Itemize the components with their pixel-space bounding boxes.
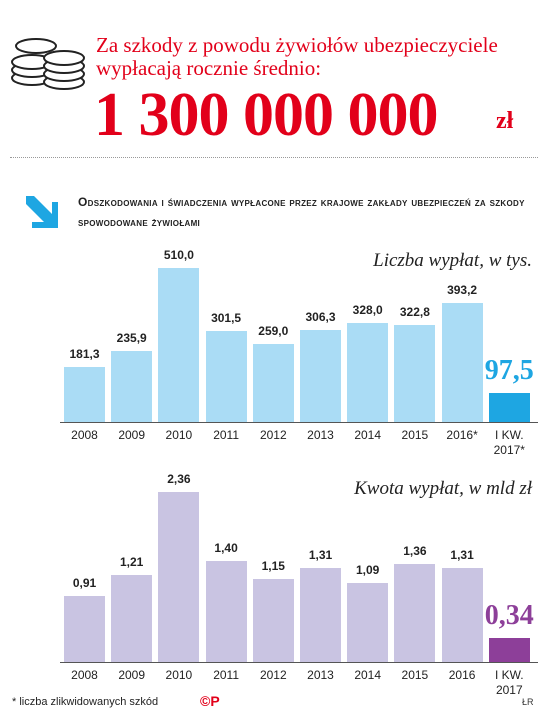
- bar: [252, 343, 294, 422]
- bar: [300, 567, 341, 662]
- x-tick-label: 2008: [71, 668, 98, 682]
- value-label: 1,36: [403, 544, 427, 559]
- bar: [158, 492, 200, 662]
- bar: [111, 574, 153, 662]
- x-tick-label: 2012: [259, 668, 287, 682]
- x-tick-label: I KW. 2017: [494, 668, 524, 697]
- x-tick-label: 2010: [165, 668, 193, 682]
- bar: [158, 268, 200, 422]
- bar: [441, 303, 483, 422]
- value-label: 235,9: [116, 330, 147, 345]
- value-label: 2,36: [167, 472, 191, 486]
- bar: [394, 324, 436, 422]
- value-label: 259,0: [258, 323, 289, 338]
- value-label: 1,40: [214, 541, 238, 556]
- bar: [441, 567, 483, 662]
- value-label: 1,21: [120, 554, 144, 569]
- lead-text: Za szkody z powodu żywiołów ubezpieczyci…: [96, 33, 498, 80]
- x-tick-label: 2012: [259, 428, 287, 442]
- amount-unit: zł: [496, 108, 514, 134]
- value-label: 181,3: [69, 347, 100, 362]
- coins-icon: [11, 38, 85, 90]
- x-tick-label: 2010: [165, 428, 193, 442]
- logo: ©P: [200, 693, 220, 709]
- separator: [10, 157, 538, 158]
- value-label: 97,5: [484, 354, 534, 386]
- bar: [394, 564, 436, 662]
- bar: [205, 330, 247, 422]
- value-label: 393,2: [447, 283, 478, 298]
- x-tick-label: I KW. 2017*: [493, 428, 525, 457]
- value-label: 328,0: [352, 302, 383, 317]
- x-tick-label: 2015: [401, 668, 429, 682]
- bar: [488, 392, 530, 422]
- bar: [111, 350, 153, 422]
- x-tick-label: 2011: [213, 668, 239, 682]
- value-label: 301,5: [211, 310, 242, 325]
- value-label: 510,0: [163, 248, 194, 262]
- value-label: 0,34: [484, 599, 534, 631]
- baseline: [60, 662, 538, 663]
- arrow-icon: [26, 196, 58, 228]
- bar: [300, 329, 341, 422]
- bar: [64, 367, 105, 422]
- x-tick-label: 2011: [213, 428, 239, 442]
- x-tick-label: 2009: [118, 668, 146, 682]
- value-label: 1,31: [308, 547, 333, 562]
- bar: [205, 561, 247, 662]
- value-label: 322,8: [399, 304, 430, 319]
- subtitle: Odszkodowania i świadczenia wypłacone pr…: [78, 195, 525, 229]
- value-label: 1,15: [261, 559, 285, 574]
- bar: [347, 583, 389, 662]
- bar: [347, 322, 389, 422]
- credit: ŁR: [522, 697, 534, 707]
- x-tick-label: 2008: [71, 428, 98, 442]
- footnote: * liczba zlikwidowanych szkód: [12, 696, 159, 708]
- x-tick-label: 2016: [448, 668, 476, 682]
- value-label: 1,31: [450, 547, 474, 562]
- bar: [64, 596, 105, 662]
- chart-title: Liczba wypłat, w tys.: [373, 250, 532, 271]
- x-tick-label: 2015: [401, 428, 429, 442]
- bar: [252, 579, 294, 662]
- x-tick-label: 2016*: [446, 428, 478, 442]
- x-tick-label: 2014: [354, 428, 382, 442]
- x-tick-label: 2009: [118, 428, 146, 442]
- bar: [488, 637, 530, 662]
- x-tick-label: 2013: [307, 668, 334, 682]
- value-label: 306,3: [305, 309, 336, 324]
- chart-title: Kwota wypłat, w mld zł: [354, 478, 532, 499]
- value-label: 0,91: [72, 576, 97, 591]
- x-tick-label: 2014: [354, 668, 382, 682]
- amount: 1 300 000 000: [94, 81, 438, 149]
- x-tick-label: 2013: [307, 428, 334, 442]
- baseline: [60, 422, 538, 423]
- value-label: 1,09: [356, 563, 380, 578]
